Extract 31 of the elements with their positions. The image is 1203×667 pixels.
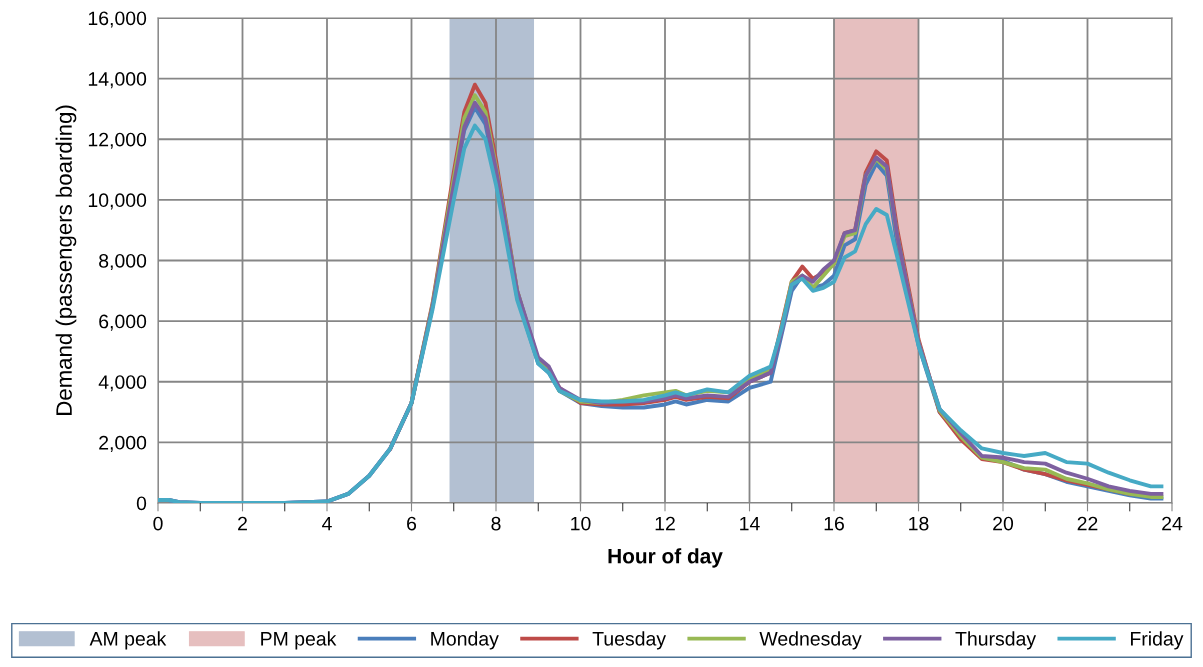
- x-tick-label: 10: [571, 516, 591, 531]
- y-tick-label: 8,000: [99, 253, 147, 271]
- y-axis-title: Demand (passengers boarding): [55, 105, 77, 415]
- x-tick-label: 20: [993, 516, 1014, 531]
- x-tick-label: 8: [491, 516, 501, 531]
- y-tick-label: 16,000: [88, 11, 147, 28]
- x-tick-label: 2: [238, 516, 247, 531]
- x-tick-label: 12: [655, 516, 675, 531]
- y-tick-label: 14,000: [88, 72, 147, 89]
- y-tick-label: 12,000: [88, 132, 147, 149]
- x-tick-label: 0: [153, 516, 163, 531]
- x-tick-label: 22: [1077, 516, 1098, 531]
- legend-label: Tuesday: [592, 631, 667, 650]
- y-tick-label: 2,000: [99, 435, 147, 452]
- y-tick-label: 0: [136, 496, 147, 511]
- x-tick-label: 18: [909, 516, 929, 531]
- x-tick-label: 14: [740, 516, 760, 531]
- legend-label: PM peak: [261, 631, 337, 650]
- y-tick-label: 10,000: [88, 193, 147, 210]
- legend-label: Monday: [431, 631, 499, 650]
- y-tick-label: 4,000: [98, 375, 147, 392]
- x-tick-label: 16: [824, 516, 844, 531]
- x-tick-label: 24: [1162, 516, 1183, 531]
- y-tick-label: 6,000: [99, 314, 147, 331]
- legend-label: AM peak: [89, 631, 167, 650]
- x-axis-title: Hour of day: [608, 548, 723, 568]
- legend-label: Friday: [1131, 631, 1184, 650]
- legend-label: Thursday: [955, 631, 1037, 650]
- legend-label: Wednesday: [759, 631, 862, 650]
- x-tick-label: 6: [407, 516, 417, 531]
- x-tick-label: 4: [322, 516, 332, 531]
